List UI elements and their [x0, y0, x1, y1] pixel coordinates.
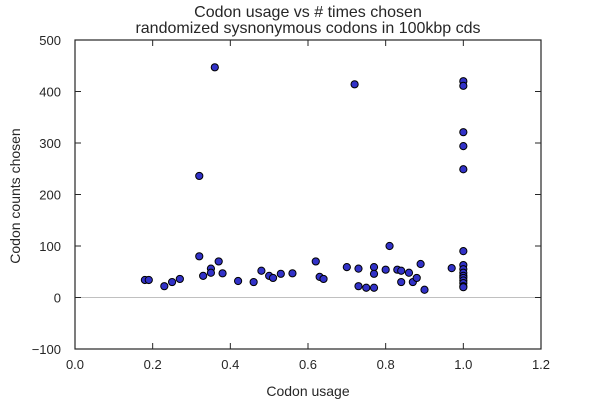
data-point — [369, 269, 379, 278]
data-point — [206, 268, 216, 277]
data-point — [459, 128, 468, 137]
data-point — [397, 266, 406, 275]
data-point — [404, 268, 414, 277]
data-point — [210, 63, 219, 72]
data-point — [369, 283, 379, 292]
x-tick-label: 0.0 — [66, 357, 84, 372]
chart-title: Codon usage vs # times chosen — [194, 4, 422, 21]
data-point — [459, 165, 468, 174]
data-point — [362, 283, 371, 292]
data-point — [354, 282, 363, 291]
plot-area: 0.0 0.2 0.4 0.6 0.8 1.0 1.2 −100 0 100 200 300 400 50… — [32, 33, 550, 372]
data-point — [175, 274, 184, 284]
y-tick-label: 100 — [39, 239, 61, 254]
data-point — [459, 141, 468, 151]
data-point — [214, 257, 223, 266]
data-point — [420, 285, 429, 294]
data-point — [268, 273, 278, 283]
y-tick-label: 0 — [54, 291, 61, 306]
y-tick-label: 400 — [39, 85, 61, 100]
x-tick-label: 1.0 — [454, 357, 472, 372]
y-tick-label: 200 — [39, 188, 61, 203]
x-tick-label: 0.4 — [221, 357, 239, 372]
chart-subtitle: randomized sysnonymous codons in 100kbp … — [135, 20, 480, 37]
data-point — [195, 171, 204, 181]
data-point — [369, 263, 379, 272]
x-tick-label: 0.6 — [299, 357, 317, 372]
data-point — [195, 252, 204, 261]
data-point — [381, 265, 390, 274]
data-point — [350, 80, 359, 89]
data-point — [257, 266, 266, 275]
data-point — [447, 264, 456, 273]
y-tick-label: 300 — [39, 136, 61, 151]
data-point — [385, 241, 394, 251]
data-point — [459, 81, 468, 90]
data-point — [160, 282, 169, 291]
data-point — [354, 264, 363, 273]
plot-frame — [74, 39, 542, 350]
data-point — [249, 277, 258, 287]
x-tick-label: 1.2 — [532, 357, 550, 372]
x-tick-label: 0.2 — [144, 357, 162, 372]
data-point — [288, 269, 297, 278]
data-point — [276, 269, 285, 278]
data-point — [218, 269, 227, 278]
data-point — [311, 257, 320, 266]
data-point — [342, 263, 351, 272]
data-point — [397, 277, 406, 287]
data-point — [412, 273, 421, 283]
data-point — [234, 276, 243, 286]
y-tick-label: −100 — [32, 342, 61, 357]
data-point — [199, 271, 208, 280]
data-point — [459, 283, 468, 292]
data-point — [319, 274, 328, 284]
data-point — [416, 259, 425, 269]
x-tick-label: 0.8 — [377, 357, 395, 372]
x-axis-label: Codon usage — [266, 383, 350, 399]
y-axis-label: Codon counts chosen — [7, 128, 23, 263]
y-tick-label: 500 — [39, 33, 61, 48]
data-point — [167, 277, 177, 287]
data-point — [144, 275, 153, 285]
data-point — [459, 247, 468, 256]
